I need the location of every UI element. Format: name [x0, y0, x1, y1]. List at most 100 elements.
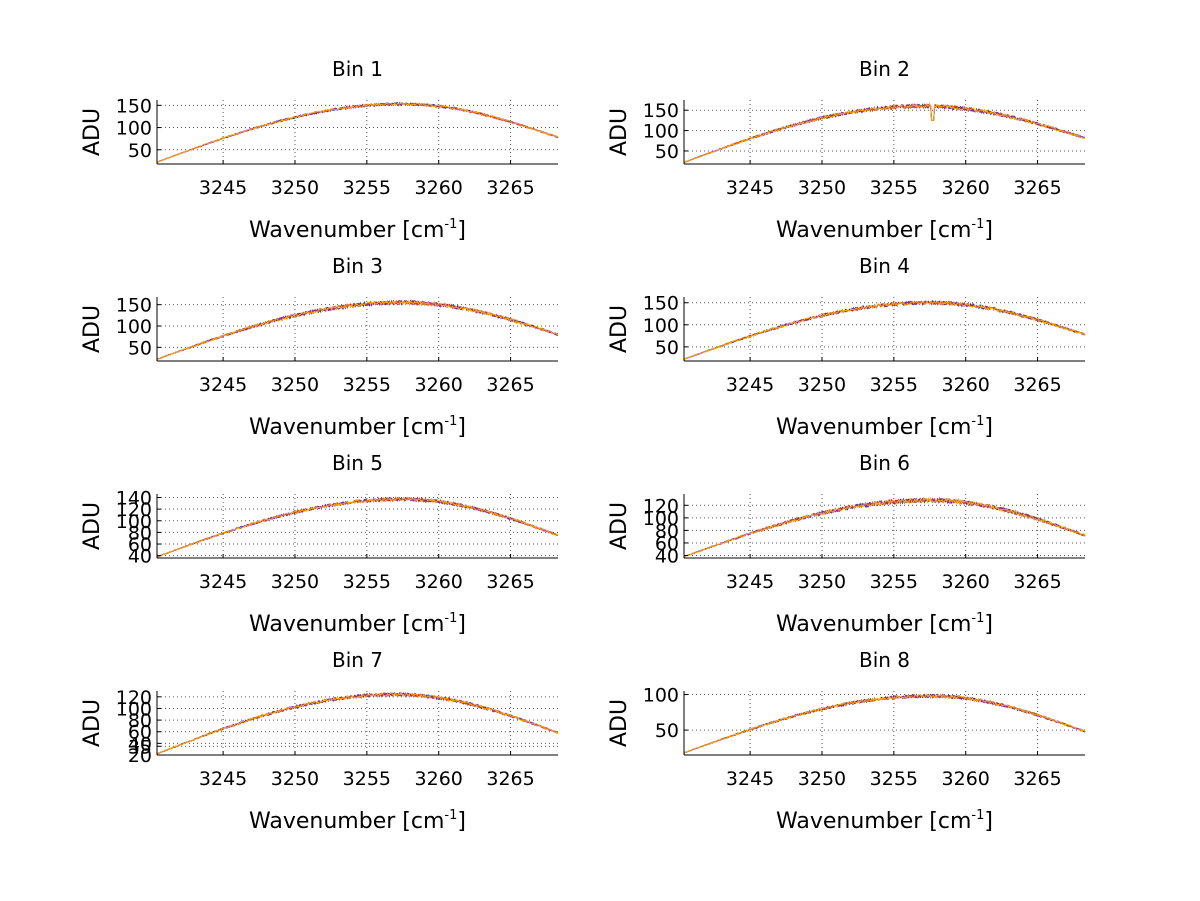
x-tick-label: 3245	[726, 374, 774, 396]
x-tick-label: 3260	[942, 768, 990, 790]
series-line-2	[156, 496, 559, 558]
x-tick-label: 3245	[726, 571, 774, 593]
x-tick-label: 3250	[798, 571, 846, 593]
panel-title: Bin 7	[332, 648, 383, 672]
y-tick-label: 150	[643, 293, 679, 315]
panel-bin-5: Bin 5 3245 3250 3255 3260 3265 406080100120140…	[80, 451, 559, 637]
x-axis-label-sup: -1	[971, 808, 984, 823]
x-axis-label-main: Wavenumber [cm	[776, 612, 971, 637]
y-axis-label: ADU	[80, 305, 105, 353]
y-tick-label: 100	[643, 508, 679, 530]
x-axis-label-main: Wavenumber [cm	[776, 415, 971, 440]
series-line-4	[683, 693, 1086, 754]
y-tick-label: 80	[655, 520, 679, 542]
y-tick-label: 20	[128, 745, 152, 767]
x-axis-label-end: ]	[457, 612, 466, 637]
x-axis-label-sup: -1	[971, 217, 984, 232]
series-line-3	[683, 497, 1086, 558]
x-tick-label: 3245	[726, 177, 774, 199]
x-tick-label: 3260	[415, 768, 463, 790]
y-tick-label: 50	[655, 141, 679, 163]
x-tick-label: 3245	[199, 571, 247, 593]
series-line-2	[683, 103, 1086, 163]
panel-title: Bin 1	[332, 57, 383, 81]
y-tick-label: 40	[128, 546, 152, 568]
x-axis-label: Wavenumber [cm-1]	[249, 414, 466, 440]
x-tick-label: 3260	[415, 374, 463, 396]
y-tick-label: 100	[643, 315, 679, 337]
x-tick-label: 3265	[1013, 374, 1061, 396]
series-line-4	[156, 299, 559, 360]
x-axis-label-main: Wavenumber [cm	[249, 415, 444, 440]
series-line-4	[683, 496, 1086, 558]
x-tick-label: 3260	[415, 571, 463, 593]
series-line-3	[156, 692, 559, 755]
series-line-3	[156, 299, 559, 360]
series-line-2	[683, 300, 1086, 360]
x-tick-label: 3260	[942, 177, 990, 199]
x-axis-label: Wavenumber [cm-1]	[249, 217, 466, 243]
x-tick-label: 3255	[870, 768, 918, 790]
y-tick-label: 150	[116, 95, 152, 117]
x-axis-label: Wavenumber [cm-1]	[776, 217, 993, 243]
x-tick-label: 3245	[199, 768, 247, 790]
x-tick-label: 3255	[343, 374, 391, 396]
y-tick-label: 100	[116, 698, 152, 720]
series-line-3	[683, 102, 1085, 163]
y-axis-label: ADU	[607, 699, 632, 747]
y-tick-label: 140	[116, 487, 152, 509]
panel-title: Bin 5	[332, 451, 383, 475]
x-tick-label: 3255	[870, 571, 918, 593]
y-tick-label: 150	[116, 295, 152, 317]
y-axis-label: ADU	[607, 502, 632, 550]
x-axis-label-main: Wavenumber [cm	[249, 218, 444, 243]
x-axis-label: Wavenumber [cm-1]	[776, 808, 993, 834]
series-line-3	[156, 497, 559, 558]
y-tick-label: 80	[128, 710, 152, 732]
y-tick-label: 100	[116, 118, 152, 140]
x-tick-label: 3255	[870, 177, 918, 199]
x-tick-label: 3250	[798, 374, 846, 396]
x-axis-label-end: ]	[984, 218, 993, 243]
x-axis-label-end: ]	[457, 809, 466, 834]
x-tick-label: 3260	[942, 374, 990, 396]
x-tick-label: 3260	[942, 571, 990, 593]
x-axis-label-end: ]	[984, 415, 993, 440]
y-tick-label: 50	[128, 140, 152, 162]
series-line-1	[683, 693, 1086, 754]
x-tick-label: 3265	[486, 768, 534, 790]
y-tick-label: 40	[655, 545, 679, 567]
series-line-1	[683, 103, 1086, 163]
series-line-1	[156, 299, 559, 360]
series-line-1	[156, 691, 559, 755]
series-line-4	[156, 497, 559, 558]
x-tick-label: 3250	[271, 177, 319, 199]
panel-title: Bin 3	[332, 254, 383, 278]
panel-title: Bin 4	[859, 254, 910, 278]
x-tick-label: 3250	[798, 768, 846, 790]
x-axis-label-main: Wavenumber [cm	[776, 218, 971, 243]
series-line-4	[683, 299, 1086, 360]
panel-bin-8: Bin 8 3245 3250 3255 3260 3265 50 100 ADU Wavenum…	[607, 648, 1086, 834]
x-tick-label: 3265	[486, 374, 534, 396]
x-axis-label-end: ]	[457, 415, 466, 440]
x-tick-label: 3245	[199, 374, 247, 396]
series-line-4	[683, 103, 1086, 163]
x-axis-label-end: ]	[984, 612, 993, 637]
x-tick-label: 3260	[415, 177, 463, 199]
series-line-1	[156, 101, 559, 163]
series-line-1	[683, 299, 1086, 360]
y-tick-label: 150	[643, 100, 679, 122]
x-tick-label: 3255	[343, 571, 391, 593]
x-tick-label: 3265	[1013, 571, 1061, 593]
panel-title: Bin 6	[859, 451, 910, 475]
y-tick-label: 100	[643, 121, 679, 143]
x-tick-label: 3255	[343, 177, 391, 199]
y-tick-label: 60	[128, 534, 152, 556]
y-tick-label: 35	[128, 736, 152, 758]
x-tick-label: 3255	[870, 374, 918, 396]
y-tick-label: 100	[643, 685, 679, 707]
